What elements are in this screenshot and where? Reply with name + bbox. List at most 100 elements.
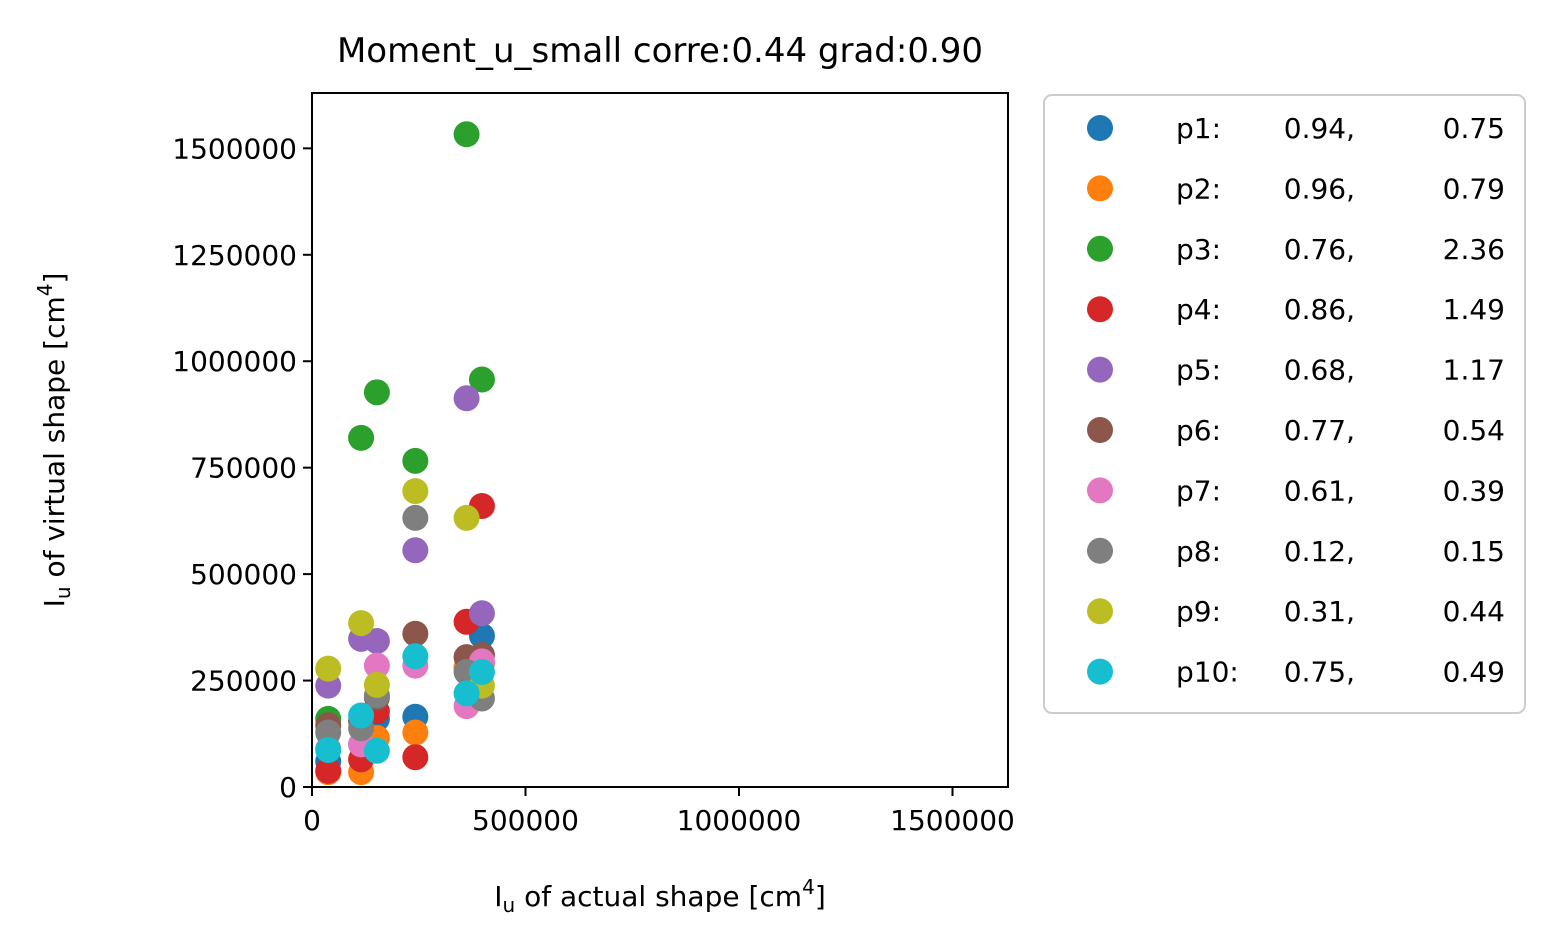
legend-label: p2: [1176,172,1221,205]
legend-item-p3: p3: 0.76, 2.36 [1087,233,1505,266]
legend-marker [1087,175,1113,202]
legend-item-p4: p4: 0.86, 1.49 [1087,293,1505,326]
legend-marker [1087,115,1113,141]
legend-stat-2: 2.36 [1443,233,1505,266]
legend-item-p10: p10: 0.75, 0.49 [1087,656,1505,689]
y-axis-label: Iu of virtual shape [cm4] [33,273,75,608]
legend-marker [1087,235,1113,262]
legend-stat-2: 0.49 [1443,656,1505,689]
legend-stat-2: 1.17 [1443,354,1505,387]
legend-label: p4: [1176,293,1221,326]
legend-marker [1087,296,1113,323]
x-tick-label: 500000 [472,804,579,837]
data-point-p5 [468,600,495,627]
x-tick-label: 1000000 [677,804,802,837]
data-point-p9 [363,671,390,698]
legend-stat-1: 0.75, [1284,656,1355,689]
data-point-p10 [348,702,375,729]
y-tick-label: 1000000 [172,345,297,378]
data-point-p5 [363,627,390,654]
legend-item-p5: p5: 0.68, 1.17 [1087,354,1505,387]
y-axis-label-sub: u [51,586,75,599]
y-tick-label: 500000 [190,558,297,591]
data-point-p10 [363,737,390,764]
x-axis-label-end: ] [815,880,826,913]
legend-marker [1087,658,1113,685]
legend-stat-1: 0.76, [1284,233,1355,266]
legend-stat-2: 0.75 [1443,112,1505,145]
data-point-p7 [363,652,390,679]
legend-stat-2: 0.39 [1443,474,1505,507]
plot-area [311,92,1009,788]
legend-item-p6: p6: 0.77, 0.54 [1087,414,1505,447]
chart-title: Moment_u_small corre:0.44 grad:0.90 [337,31,983,71]
legend-stat-1: 0.61, [1284,474,1355,507]
legend-item-p7: p7: 0.61, 0.39 [1087,474,1505,507]
x-axis-label-sub: u [503,893,516,917]
legend-stat-1: 0.68, [1284,354,1355,387]
y-tick-label: 0 [279,771,297,804]
legend-stat-2: 0.79 [1443,172,1505,205]
data-point-p9 [453,504,480,531]
x-tick-label: 1500000 [890,804,1015,837]
legend-stat-1: 0.77, [1284,414,1355,447]
legend-item-p1: p1: 0.94, 0.75 [1087,112,1505,145]
y-tick-label: 250000 [190,665,297,698]
legend-marker [1087,356,1113,383]
data-points [315,121,495,786]
y-tick-label: 1500000 [172,132,297,165]
data-point-p4 [402,744,429,771]
y-axis-label-sup: 4 [33,284,57,297]
legend-stat-1: 0.12, [1284,535,1355,568]
data-point-p8 [402,504,429,531]
data-point-p3 [402,447,429,474]
legend-label: p3: [1176,233,1221,266]
data-point-p4 [315,757,342,784]
legend-marker [1087,598,1113,625]
legend-stat-1: 0.96, [1284,172,1355,205]
y-tick-label: 1250000 [172,239,297,272]
data-point-p3 [348,424,375,451]
legend-stat-1: 0.94, [1284,112,1355,145]
data-point-p3 [363,379,390,406]
y-axis: 0 250000 500000 750000 1000000 1250000 1500000 [172,132,312,804]
y-axis-label-mid: of virtual shape [cm [38,296,71,586]
legend-stat-1: 0.86, [1284,293,1355,326]
legend-stat-2: 0.44 [1443,595,1505,628]
x-axis-label: Iu of actual shape [cm4] [494,875,826,917]
x-axis-label-sup: 4 [802,875,815,899]
data-point-p3 [468,366,495,393]
legend-marker [1087,417,1113,443]
legend-label: p8: [1176,535,1221,568]
x-tick-label: 0 [303,804,321,837]
legend-item-p9: p9: 0.31, 0.44 [1087,595,1505,628]
data-point-p2 [402,719,429,746]
legend-stat-2: 1.49 [1443,293,1505,326]
data-point-p9 [402,478,429,505]
legend-label: p9: [1176,595,1221,628]
legend-item-p2: p2: 0.96, 0.79 [1087,172,1505,205]
x-axis: 0 500000 1000000 1500000 [303,787,1015,837]
data-point-p10 [315,736,342,763]
data-point-p3 [453,121,480,148]
legend-stat-2: 0.54 [1443,414,1505,447]
legend-stat-1: 0.31, [1284,595,1355,628]
y-tick-label: 750000 [190,452,297,485]
x-axis-label-base: I [494,880,502,913]
data-point-p5 [453,385,480,412]
data-point-p9 [348,610,375,637]
legend-label: p10: [1176,656,1239,689]
legend-marker [1087,537,1113,564]
legend-label: p7: [1176,474,1221,507]
plot-frame [311,92,1009,788]
x-axis-label-mid: of actual shape [cm [515,880,802,913]
data-point-p10 [468,659,495,686]
legend-stat-2: 0.15 [1443,535,1505,568]
legend-marker [1087,477,1113,504]
data-point-p9 [315,655,342,682]
legend-box [1043,94,1526,714]
legend-item-p8: p8: 0.12, 0.15 [1087,535,1505,568]
data-point-p6 [402,620,429,647]
legend-label: p6: [1176,414,1221,447]
